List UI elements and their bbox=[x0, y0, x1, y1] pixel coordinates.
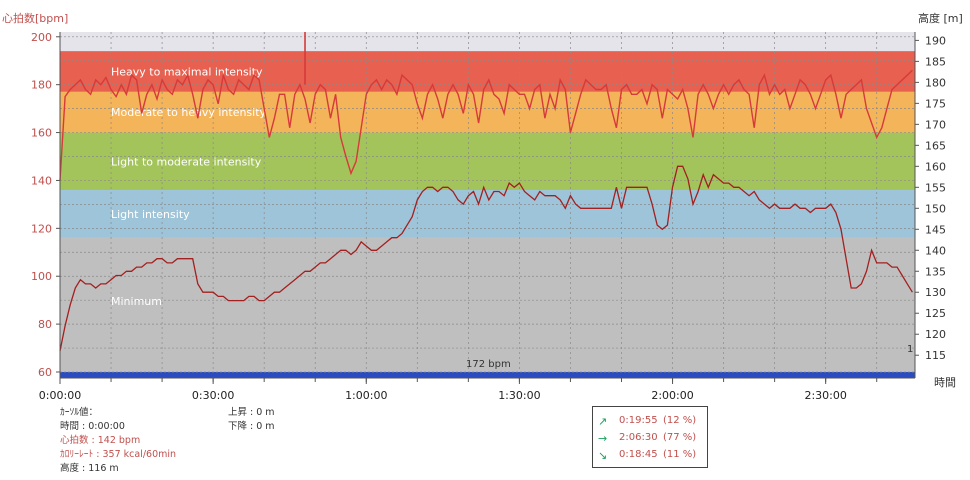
descent-readout: 下降 : 0 m bbox=[228, 421, 275, 432]
zone-band-0 bbox=[60, 51, 915, 92]
altitude-series-line bbox=[59, 165, 913, 352]
trend-row-flat: → 2:06:30 (77 %) bbox=[593, 432, 707, 446]
right-tick-label: 135 bbox=[925, 265, 946, 278]
right-tick-label: 160 bbox=[925, 160, 946, 173]
time-base-bar bbox=[60, 372, 915, 378]
cursor-info-panel: ｶｰｿﾙ値： 時間 : 0:00:00 心拍数 : 142 bpm ｶﾛﾘｰﾚｰ… bbox=[60, 406, 176, 476]
right-tick-label: 175 bbox=[925, 97, 946, 110]
center-bpm-label: 172 bpm bbox=[466, 359, 511, 370]
trend-row-down: ↘ 0:18:45 (11 %) bbox=[593, 449, 707, 463]
intensity-zones bbox=[60, 32, 915, 378]
axes: 200 180 160 140 120 100 80 60 190 185 180 175 170 165… bbox=[31, 31, 946, 400]
altitude-readout: 高度 : 116 m bbox=[60, 463, 119, 474]
right-tick-label: 120 bbox=[925, 328, 946, 341]
left-tick-label: 120 bbox=[31, 222, 52, 235]
trend-up-icon: ↗ bbox=[598, 415, 608, 428]
trend-up-time: 0:19:55 bbox=[619, 415, 658, 426]
left-tick-label: 200 bbox=[31, 31, 52, 44]
left-tick-label: 60 bbox=[38, 366, 52, 379]
trend-down-time: 0:18:45 bbox=[619, 449, 658, 460]
left-axis-title: 心拍数[bpm] bbox=[2, 11, 68, 25]
x-tick-label: 1:30:00 bbox=[498, 389, 540, 400]
right-tick-label: 145 bbox=[925, 223, 946, 236]
right-tick-label: 130 bbox=[925, 286, 946, 299]
right-tick-label: 180 bbox=[925, 76, 946, 89]
left-tick-label: 100 bbox=[31, 270, 52, 283]
time-readout: 時間 : 0:00:00 bbox=[60, 421, 125, 432]
x-tick-label: 1:00:00 bbox=[345, 389, 387, 400]
right-tick-label: 140 bbox=[925, 244, 946, 257]
elevation-info-panel: 上昇 : 0 m 下降 : 0 m bbox=[228, 406, 275, 434]
zone-label-2: Light to moderate intensity bbox=[111, 155, 262, 168]
right-tick-label: 150 bbox=[925, 202, 946, 215]
right-tick-label: 125 bbox=[925, 307, 946, 320]
cursor-label: ｶｰｿﾙ値： bbox=[60, 407, 99, 418]
zone-label-3: Light intensity bbox=[111, 208, 190, 221]
series-lines bbox=[59, 32, 913, 352]
trend-flat-time: 2:06:30 bbox=[619, 432, 658, 443]
trend-flat-icon: → bbox=[598, 432, 608, 445]
trend-down-percent: (11 %) bbox=[663, 449, 697, 460]
time-axis-unit: 時間 bbox=[934, 376, 956, 389]
x-tick-label: 0:00:00 bbox=[39, 389, 81, 400]
zone-labels: Heavy to maximal intensity Moderate to he… bbox=[111, 66, 267, 308]
zone-band-1 bbox=[60, 91, 915, 133]
left-tick-label: 80 bbox=[38, 318, 52, 331]
zone-label-0: Heavy to maximal intensity bbox=[111, 66, 263, 79]
calorie-readout: ｶﾛﾘｰﾚｰﾄ : 357 kcal/60min bbox=[60, 449, 177, 460]
right-tick-label: 115 bbox=[925, 349, 946, 362]
trend-up-percent: (12 %) bbox=[663, 415, 697, 426]
heart-rate-series-line bbox=[59, 69, 913, 181]
zone-label-4: Minimum bbox=[111, 295, 162, 308]
zone-label-1: Moderate to heavy intensity bbox=[111, 106, 267, 119]
left-tick-label: 160 bbox=[31, 127, 52, 140]
trend-down-icon: ↘ bbox=[598, 449, 608, 462]
right-tick-label: 170 bbox=[925, 118, 946, 131]
zone-band-4 bbox=[60, 237, 915, 372]
trend-flat-percent: (77 %) bbox=[663, 432, 697, 443]
heart-rate-readout: 心拍数 : 142 bpm bbox=[60, 435, 141, 446]
ascent-readout: 上昇 : 0 m bbox=[228, 407, 275, 418]
right-axis-title: 高度 [m] bbox=[918, 11, 963, 25]
grid-lines bbox=[59, 32, 915, 373]
left-tick-label: 140 bbox=[31, 174, 52, 187]
heart-rate-chart: Heavy to maximal intensity Moderate to he… bbox=[2, 11, 963, 400]
right-tick-label: 155 bbox=[925, 181, 946, 194]
right-tick-label: 190 bbox=[925, 34, 946, 47]
x-tick-label: 2:30:00 bbox=[804, 389, 846, 400]
trend-row-up: ↗ 0:19:55 (12 %) bbox=[593, 415, 707, 429]
right-tick-label: 185 bbox=[925, 55, 946, 68]
right-tick-label: 165 bbox=[925, 139, 946, 152]
left-tick-label: 180 bbox=[31, 79, 52, 92]
trend-summary-box: ↗ 0:19:55 (12 %) → 2:06:30 (77 %) ↘ 0:18… bbox=[592, 406, 708, 468]
x-tick-label: 2:00:00 bbox=[651, 389, 693, 400]
x-tick-label: 0:30:00 bbox=[192, 389, 234, 400]
corner-marker: 1 bbox=[907, 344, 913, 355]
